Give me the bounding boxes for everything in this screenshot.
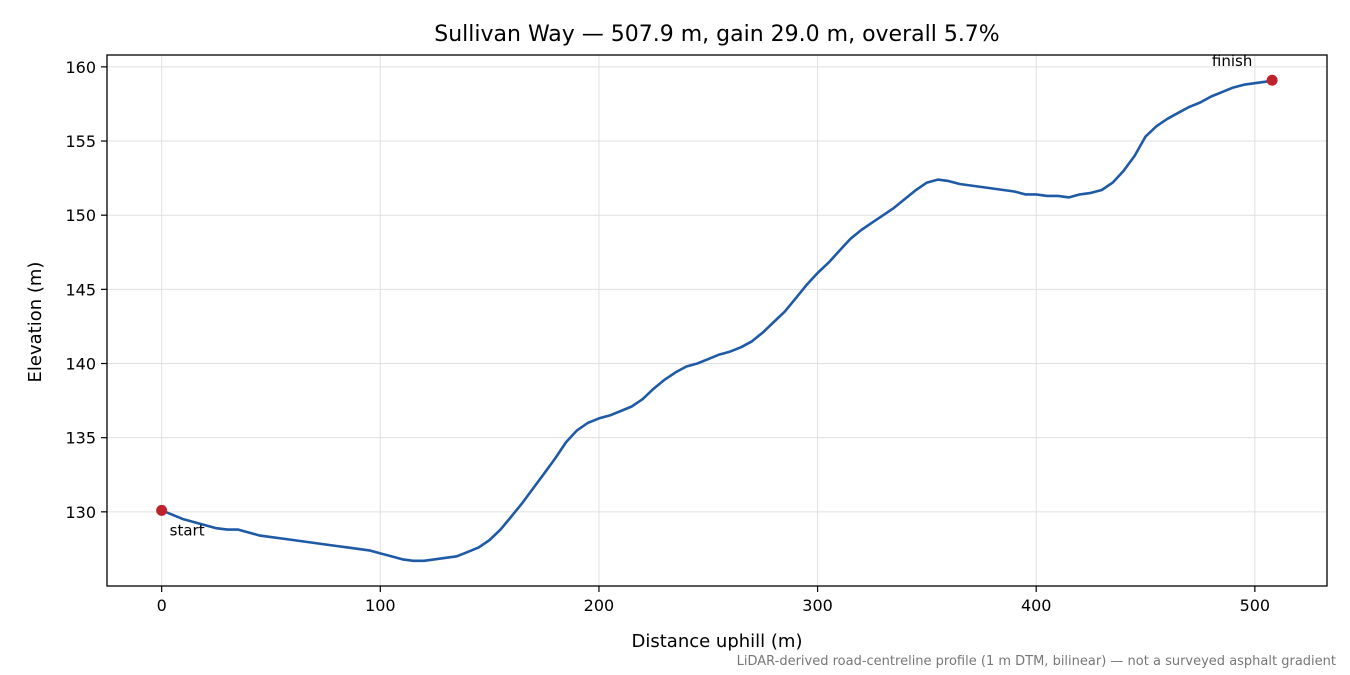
x-tick-label-3: 300 — [802, 596, 833, 615]
y-tick-label-6: 160 — [65, 58, 96, 77]
x-tick-label-0: 0 — [157, 596, 167, 615]
x-tick-label-5: 500 — [1240, 596, 1271, 615]
y-tick-label-1: 135 — [65, 429, 96, 448]
y-tick-label-0: 130 — [65, 503, 96, 522]
elevation-series-line-0 — [160, 78, 1274, 563]
start-marker — [156, 504, 168, 516]
y-axis-title: Elevation (m) — [25, 262, 46, 383]
grid-lines — [107, 55, 1327, 586]
finish-marker — [1266, 74, 1278, 86]
y-tick-label-4: 150 — [65, 206, 96, 225]
y-tick-label-5: 155 — [65, 132, 96, 151]
start-label: start — [170, 521, 205, 539]
series-layer — [160, 78, 1274, 563]
x-axis-title: Distance uphill (m) — [632, 631, 803, 652]
y-tick-label-2: 140 — [65, 355, 96, 374]
footnote: LiDAR-derived road-centreline profile (1… — [737, 654, 1336, 669]
x-tick-label-2: 200 — [584, 596, 615, 615]
x-tick-label-4: 400 — [1021, 596, 1052, 615]
chart-title: Sullivan Way — 507.9 m, gain 29.0 m, ove… — [434, 22, 999, 47]
axes: 0 100 200 300 400 500 130 135 140 145 150 155 160 — [65, 54, 1328, 615]
y-tick-label-3: 145 — [65, 280, 96, 299]
finish-label: finish — [1212, 52, 1252, 70]
annotation-layer: start finish — [156, 52, 1278, 539]
x-tick-label-1: 100 — [365, 596, 396, 615]
plot-frame — [106, 54, 1328, 587]
